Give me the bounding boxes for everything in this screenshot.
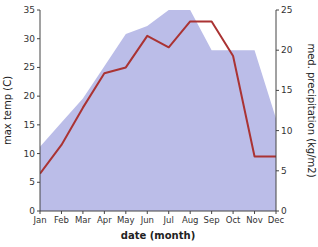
- x-tick-label: Feb: [54, 215, 69, 225]
- y-tick: [37, 182, 40, 183]
- x-tick: [61, 211, 62, 214]
- y2-axis-line: [276, 10, 277, 211]
- plot-area: [40, 10, 276, 211]
- x-tick-label: Jun: [140, 215, 154, 225]
- x-axis-line: [40, 211, 276, 212]
- x-tick-label: Dec: [268, 215, 285, 225]
- x-tick: [104, 211, 105, 214]
- y-tick-label: 15: [24, 120, 35, 130]
- x-tick: [40, 211, 41, 214]
- x-tick: [233, 211, 234, 214]
- y2-tick-label: 20: [281, 45, 293, 55]
- y-tick: [37, 10, 40, 11]
- x-tick: [168, 211, 169, 214]
- y-axis-line: [40, 10, 41, 211]
- precipitation-area: [40, 10, 276, 211]
- x-tick: [147, 211, 148, 214]
- y2-tick: [276, 50, 279, 51]
- x-tick: [125, 211, 126, 214]
- x-axis-label: date (month): [121, 230, 195, 241]
- y2-tick-label: 25: [281, 5, 292, 15]
- x-tick-label: Sep: [204, 215, 220, 225]
- y-tick-label: 10: [24, 149, 36, 159]
- x-tick: [211, 211, 212, 214]
- x-tick-label: Aug: [182, 215, 199, 225]
- x-tick: [276, 211, 277, 214]
- x-tick-label: May: [117, 215, 135, 225]
- x-tick: [254, 211, 255, 214]
- y2-tick: [276, 90, 279, 91]
- y2-axis-label: med. precipitation (kg/m2): [306, 43, 317, 177]
- y2-tick-label: 15: [281, 85, 292, 95]
- x-tick: [190, 211, 191, 214]
- x-tick-label: Jan: [32, 215, 46, 225]
- temperature-line: [40, 21, 276, 173]
- y-tick-label: 30: [24, 34, 36, 44]
- y-tick: [37, 67, 40, 68]
- x-tick-label: Oct: [226, 215, 241, 225]
- y-tick-label: 20: [24, 91, 36, 101]
- y2-tick-label: 10: [281, 126, 293, 136]
- x-tick-label: Mar: [75, 215, 92, 225]
- y-tick-label: 35: [24, 5, 35, 15]
- x-tick-label: Jul: [163, 215, 174, 225]
- y2-tick: [276, 170, 279, 171]
- chart: 051015202530350510152025JanFebMarAprMayJ…: [0, 0, 318, 247]
- x-tick-label: Apr: [97, 215, 112, 225]
- y2-tick: [276, 10, 279, 11]
- y-tick: [37, 153, 40, 154]
- y2-tick-label: 5: [281, 166, 287, 176]
- y-tick: [37, 96, 40, 97]
- y-tick-label: 5: [29, 177, 35, 187]
- y-axis-label: max temp (C): [2, 76, 13, 145]
- y-tick-label: 25: [24, 62, 35, 72]
- y2-tick: [276, 130, 279, 131]
- y-tick: [37, 38, 40, 39]
- x-tick: [82, 211, 83, 214]
- y-tick: [37, 124, 40, 125]
- x-tick-label: Nov: [246, 215, 263, 225]
